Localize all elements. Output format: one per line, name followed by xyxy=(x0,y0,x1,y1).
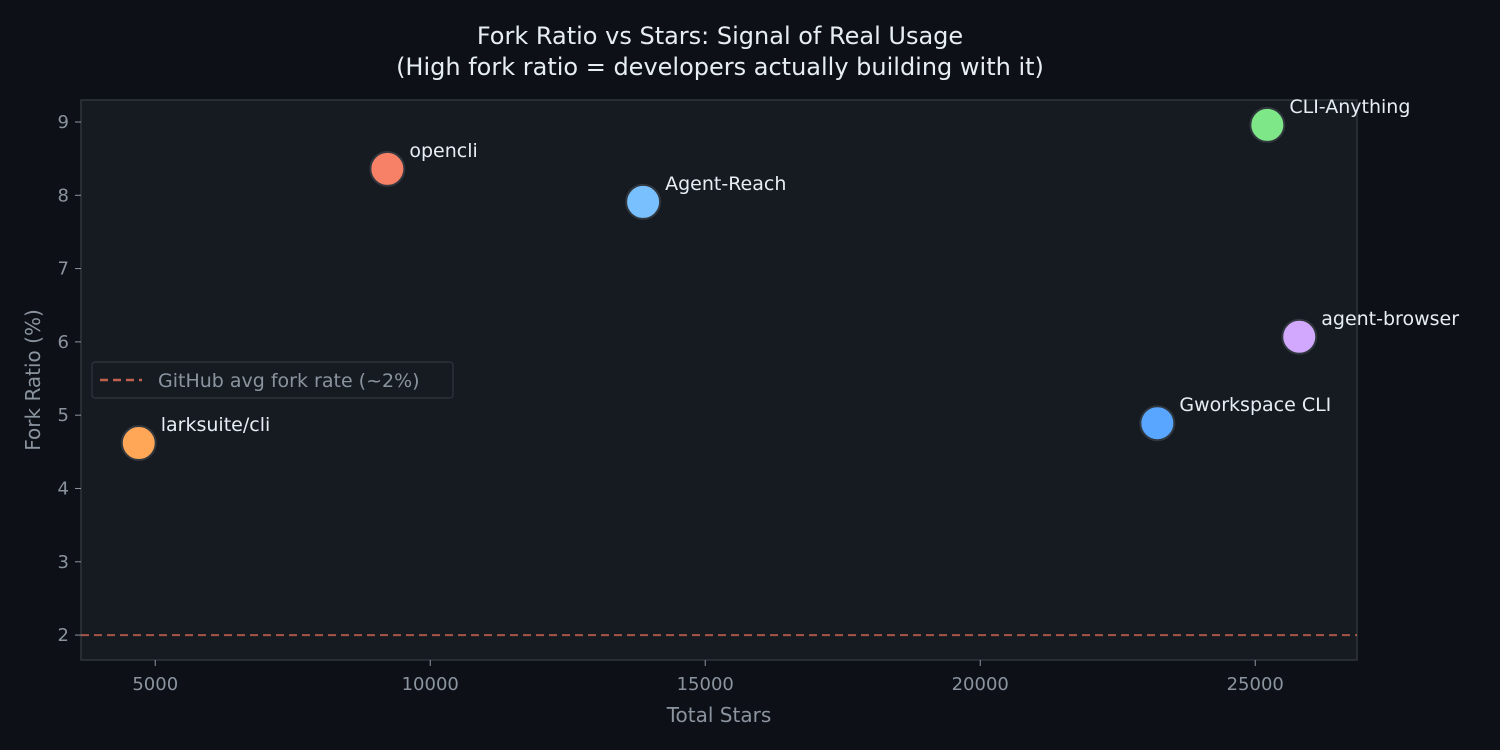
x-axis: 5000 10000 15000 20000 25000 xyxy=(132,660,1284,695)
x-tick-label: 10000 xyxy=(402,674,459,695)
y-tick-label: 7 xyxy=(58,259,69,280)
point-label: opencli xyxy=(409,140,477,162)
point-label: Agent-Reach xyxy=(665,173,786,195)
x-tick-label: 20000 xyxy=(952,674,1009,695)
point-label: larksuite/cli xyxy=(161,414,271,436)
point-label: agent-browser xyxy=(1321,308,1459,330)
point-label: Gworkspace CLI xyxy=(1179,394,1331,416)
point-label: CLI-Anything xyxy=(1289,96,1410,118)
data-point xyxy=(625,183,662,220)
x-tick-label: 5000 xyxy=(132,674,178,695)
y-axis: 2 3 4 5 6 7 8 9 xyxy=(58,112,81,646)
data-point xyxy=(369,150,406,187)
data-points: larksuite/cli opencli Agent-Reach Gworkspac… xyxy=(120,96,1459,462)
y-tick-label: 6 xyxy=(58,332,69,353)
legend-box xyxy=(91,361,454,399)
legend: GitHub avg fork rate (~2%) xyxy=(91,361,454,399)
y-tick-label: 3 xyxy=(58,552,69,573)
x-axis-label: Total Stars xyxy=(666,703,772,727)
legend-label: GitHub avg fork rate (~2%) xyxy=(158,370,420,392)
y-tick-label: 4 xyxy=(58,478,69,499)
y-tick-label: 2 xyxy=(58,625,69,646)
chart-subtitle: (High fork ratio = developers actually b… xyxy=(396,53,1044,81)
x-tick-label: 25000 xyxy=(1227,674,1284,695)
x-tick-label: 15000 xyxy=(677,674,734,695)
data-point xyxy=(1249,106,1286,143)
data-point xyxy=(120,425,157,462)
data-point xyxy=(1139,405,1176,442)
y-tick-label: 5 xyxy=(58,405,69,426)
data-point xyxy=(1281,318,1318,355)
chart-title: Fork Ratio vs Stars: Signal of Real Usag… xyxy=(477,22,963,50)
y-tick-label: 8 xyxy=(58,185,69,206)
y-tick-label: 9 xyxy=(58,112,69,133)
y-axis-label: Fork Ratio (%) xyxy=(21,309,45,451)
